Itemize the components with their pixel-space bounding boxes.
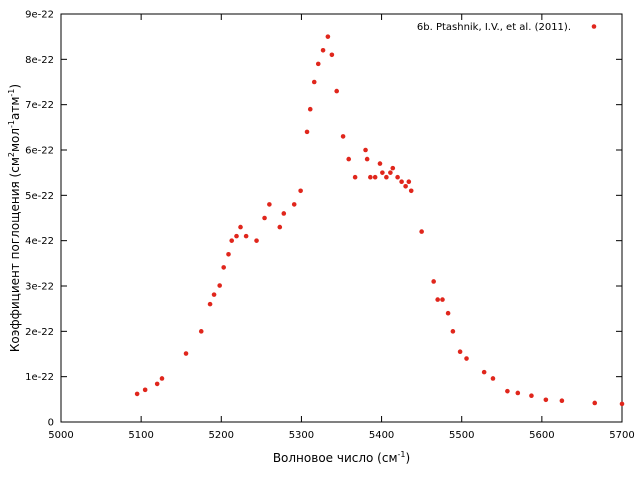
x-tick-label: 5200	[209, 430, 234, 441]
data-point	[395, 174, 400, 180]
data-point	[346, 156, 352, 162]
data-point	[619, 401, 625, 407]
data-point	[307, 106, 313, 112]
data-point	[291, 202, 297, 207]
data-point	[450, 329, 456, 334]
data-point	[406, 179, 412, 185]
data-point	[390, 165, 396, 171]
data-points	[134, 34, 625, 407]
x-tick-label: 5300	[289, 430, 314, 441]
data-point	[529, 393, 534, 399]
y-tick-label: 9e-22	[25, 10, 54, 21]
data-point	[363, 147, 368, 153]
data-point	[368, 174, 373, 180]
data-point	[198, 329, 204, 334]
data-point	[457, 349, 463, 355]
legend-label: 6b. Ptashnik, I.V., et al. (2011).	[417, 22, 571, 33]
data-point	[221, 265, 226, 270]
data-point	[490, 376, 496, 381]
data-point	[243, 233, 249, 239]
data-point	[505, 388, 510, 394]
y-tick-label: 4e-22	[25, 236, 54, 247]
data-point	[403, 183, 408, 189]
data-point	[159, 376, 165, 381]
y-tick-label: 8e-22	[25, 55, 54, 66]
x-axis: 5000 5100 5200 5300 5400 5500 5600 5700	[48, 14, 635, 441]
data-point	[340, 134, 346, 139]
y-tick-label: 2e-22	[25, 327, 54, 338]
data-point	[419, 229, 424, 234]
y-tick-label: 0	[48, 418, 54, 429]
data-point	[440, 297, 445, 302]
data-point	[435, 297, 440, 302]
y-axis: 0 1e-22 2e-22 3e-22 4e-22 5e-22 6e-22 7e-22 8e-2…	[25, 10, 622, 429]
data-point	[352, 174, 358, 180]
y-tick-label: 6e-22	[25, 146, 54, 157]
y-tick-label: 3e-22	[25, 282, 54, 293]
data-point	[592, 400, 598, 406]
plot-frame	[60, 13, 623, 423]
x-axis-title: Волновое число (см-1)	[273, 450, 410, 465]
data-point	[207, 301, 213, 307]
data-point	[226, 251, 231, 257]
data-point	[320, 47, 326, 53]
x-tick-label: 5400	[369, 430, 394, 441]
data-point	[431, 279, 436, 284]
y-tick-label: 5e-22	[25, 191, 54, 202]
data-point	[229, 238, 235, 243]
data-point	[408, 188, 414, 194]
data-point	[543, 397, 549, 403]
data-point	[267, 202, 272, 207]
data-point	[329, 52, 335, 58]
data-point	[315, 61, 321, 67]
data-point	[277, 224, 283, 230]
data-point	[211, 292, 217, 297]
data-point	[281, 211, 287, 216]
data-point	[380, 170, 385, 175]
data-point	[234, 233, 239, 239]
data-point	[311, 79, 317, 85]
data-point	[384, 174, 389, 180]
data-point	[183, 351, 189, 356]
x-tick-label: 5000	[48, 430, 73, 441]
y-axis-title: Коэффициент поглощения (см2мол-1атм-1)	[7, 84, 22, 352]
data-point	[364, 156, 370, 162]
data-point	[464, 356, 469, 361]
data-point	[559, 398, 565, 403]
legend-marker	[591, 24, 597, 29]
x-tick-label: 5500	[449, 430, 474, 441]
x-tick-label: 5100	[128, 430, 153, 441]
data-point	[238, 224, 243, 230]
data-point	[304, 129, 310, 135]
data-point	[217, 283, 222, 288]
y-tick-label: 1e-22	[25, 372, 54, 383]
data-point	[377, 161, 383, 166]
data-point	[325, 34, 331, 39]
data-point	[298, 188, 303, 194]
data-point	[481, 369, 487, 375]
data-point	[445, 310, 451, 316]
data-point	[262, 215, 267, 221]
data-point	[142, 387, 148, 393]
legend: 6b. Ptashnik, I.V., et al. (2011).	[417, 22, 597, 33]
data-point	[154, 381, 160, 387]
x-tick-label: 5700	[609, 430, 634, 441]
data-point	[334, 88, 339, 94]
data-point	[388, 170, 393, 175]
x-tick-label: 5600	[529, 430, 554, 441]
data-point	[254, 238, 259, 243]
data-point	[372, 174, 378, 180]
y-tick-label: 7e-22	[25, 100, 54, 111]
data-point	[399, 179, 404, 185]
data-point	[515, 390, 521, 396]
data-point	[134, 391, 140, 397]
